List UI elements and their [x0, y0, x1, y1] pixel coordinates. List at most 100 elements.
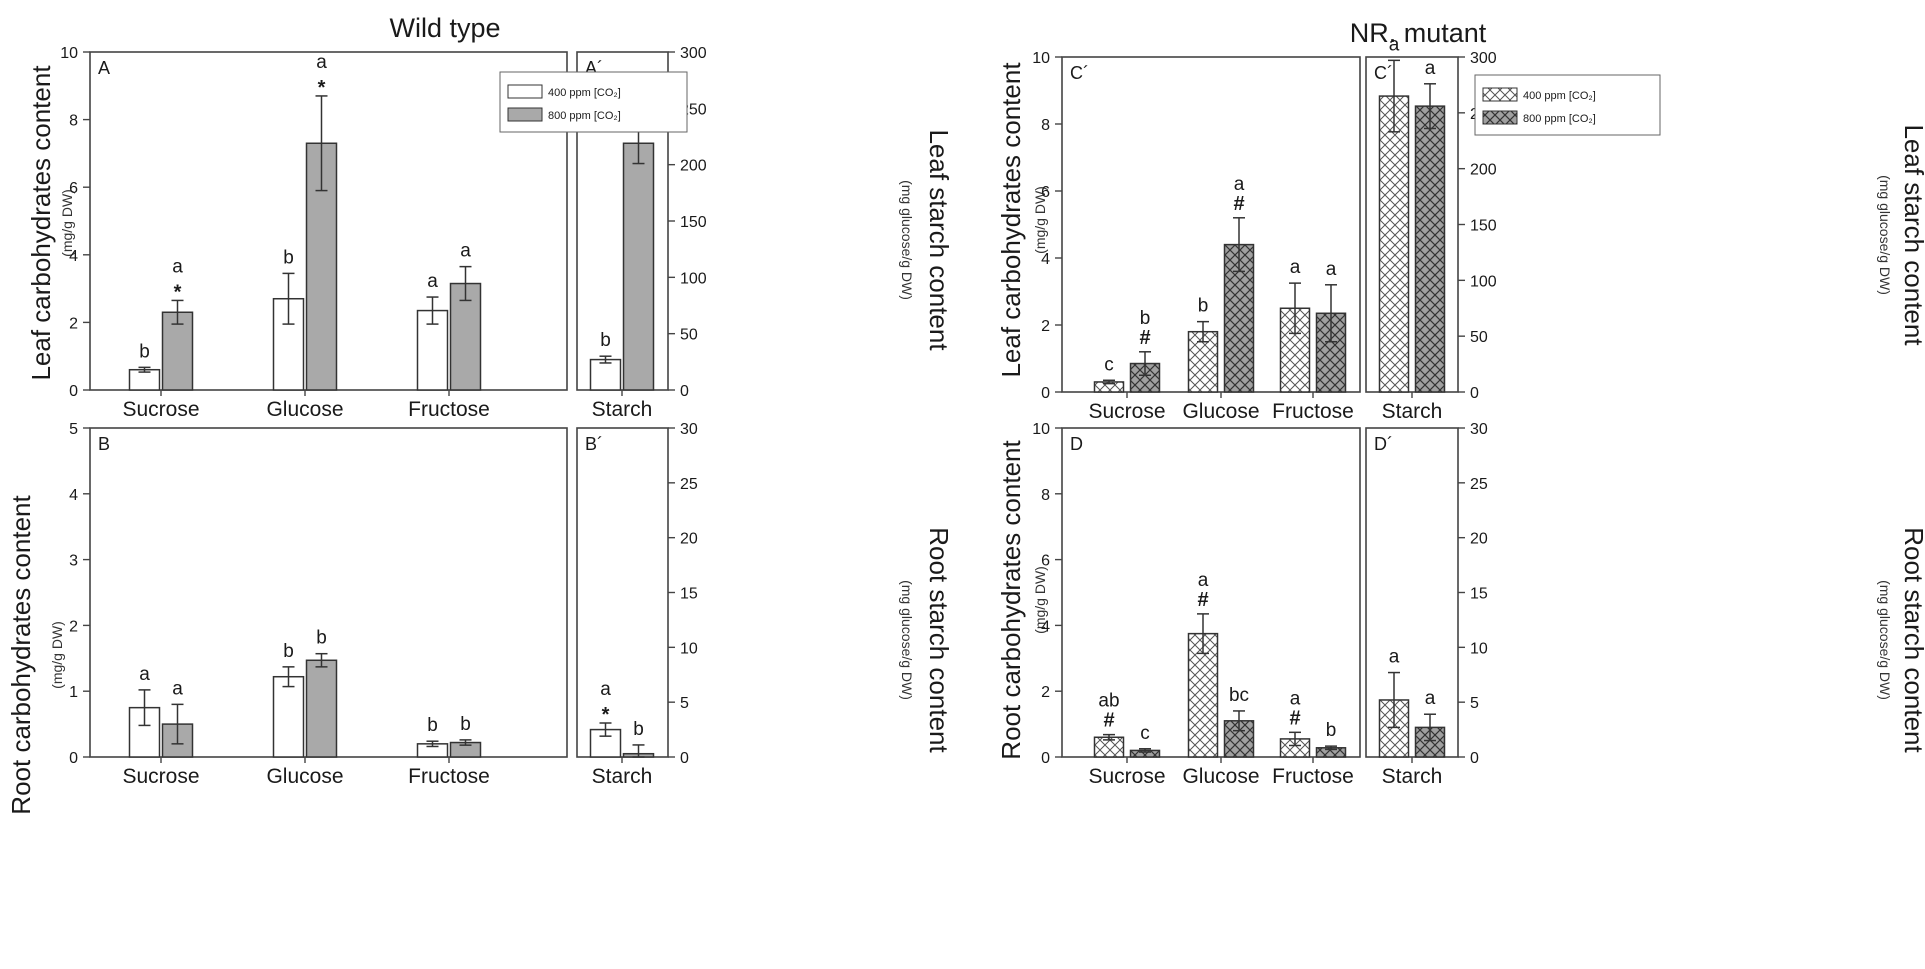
significance-marker: # — [1103, 710, 1114, 732]
y-tick-label: 6 — [69, 180, 78, 197]
y-tick-label: 2 — [1041, 318, 1050, 335]
category-label: Glucose — [266, 765, 343, 788]
bar — [1378, 95, 1410, 393]
significance-letter: b — [283, 247, 294, 268]
panel-letter: A — [98, 58, 110, 78]
significance-letter: c — [1104, 354, 1114, 375]
bar — [1414, 105, 1446, 393]
significance-letter: a — [427, 271, 438, 292]
significance-letter: b — [1198, 296, 1209, 317]
ylabel-leaf-carb-wt: Leaf carbohydrates content — [26, 65, 56, 381]
significance-letter: b — [633, 719, 644, 740]
legend-nr-mutant: 400 ppm [CO₂] 800 ppm [CO₂] — [1474, 74, 1661, 136]
yunit-root-starch-wt: (mg glucose/g DW) — [899, 580, 915, 700]
significance-marker: # — [1139, 327, 1150, 349]
category-label: Glucose — [1182, 400, 1259, 423]
legend-swatch-elevated — [507, 107, 543, 122]
significance-letter: a — [1389, 34, 1400, 55]
y-tick-label: 300 — [680, 45, 707, 62]
category-label: Fructose — [1272, 765, 1354, 788]
y-tick-label: 8 — [1041, 117, 1050, 134]
y-tick-label: 300 — [1470, 50, 1497, 67]
legend-swatch-ambient — [507, 84, 543, 99]
category-label: Sucrose — [1088, 765, 1165, 788]
panel-letter: C´ — [1070, 63, 1089, 83]
ylabel-leaf-carb-nr: Leaf carbohydrates content — [996, 62, 1026, 378]
category-label: Sucrose — [122, 398, 199, 421]
panel-letter: D — [1070, 434, 1083, 454]
panel-8-D´: 0 5 10 15 20 25 30 D´ Starch a a — [1365, 421, 1488, 788]
significance-letter: a — [460, 241, 471, 262]
significance-letter: b — [460, 714, 471, 735]
bar — [1187, 632, 1219, 758]
title-wild-type: Wild type — [389, 13, 500, 43]
legend-label-ambient: 400 ppm [CO₂] — [548, 87, 621, 99]
y-tick-label: 0 — [1470, 385, 1479, 402]
significance-letter: a — [172, 256, 183, 277]
panel-4-B´: 0 5 10 15 20 25 30 B´ Starch * a b — [576, 421, 698, 788]
category-label: Glucose — [266, 398, 343, 421]
significance-letter: b — [283, 641, 294, 662]
y-tick-label: 25 — [680, 476, 698, 493]
y-tick-label: 25 — [1470, 476, 1488, 493]
y-tick-label: 5 — [69, 421, 78, 438]
y-tick-label: 3 — [69, 553, 78, 570]
yunit-root-carb-wt: (mg/g DW) — [49, 621, 65, 689]
y-tick-label: 4 — [69, 487, 78, 504]
category-label: Fructose — [1272, 400, 1354, 423]
legend-swatch-ambient-hatched — [1482, 87, 1518, 102]
category-label: Starch — [1382, 400, 1443, 423]
y-tick-label: 1 — [69, 684, 78, 701]
significance-letter: a — [1326, 259, 1337, 280]
significance-letter: b — [600, 330, 611, 351]
y-tick-label: 15 — [680, 586, 698, 603]
y-tick-label: 50 — [680, 327, 698, 344]
significance-letter: b — [1326, 720, 1337, 741]
y-tick-label: 10 — [680, 640, 698, 657]
y-tick-label: 20 — [680, 531, 698, 548]
significance-marker: # — [1197, 589, 1208, 611]
y-tick-label: 15 — [1470, 586, 1488, 603]
panel-7-D: 0246810DSucrose#abcGlucose#abcFructose#a… — [1032, 421, 1361, 788]
significance-letter: b — [316, 628, 327, 649]
ylabel-leaf-starch-nr: Leaf starch content — [1899, 124, 1925, 346]
title-nr-mutant: NR. mutant — [1350, 18, 1487, 48]
category-label: Sucrose — [122, 765, 199, 788]
y-tick-label: 100 — [680, 270, 707, 287]
y-tick-label: 5 — [680, 695, 689, 712]
legend-swatch-elevated-hatched — [1482, 110, 1518, 125]
category-label: Glucose — [1182, 765, 1259, 788]
significance-letter: a — [1198, 570, 1209, 591]
significance-marker: # — [1289, 707, 1300, 729]
legend-label-elevated-nr: 800 ppm [CO₂] — [1523, 113, 1596, 125]
y-tick-label: 10 — [1032, 421, 1050, 438]
category-label: Sucrose — [1088, 400, 1165, 423]
y-tick-label: 2 — [1041, 684, 1050, 701]
y-tick-label: 30 — [680, 421, 698, 438]
y-tick-label: 2 — [69, 315, 78, 332]
category-label: Starch — [592, 398, 653, 421]
legend-label-ambient-nr: 400 ppm [CO₂] — [1523, 90, 1596, 102]
legend-wild-type: 400 ppm [CO₂] 800 ppm [CO₂] — [499, 71, 688, 133]
y-tick-label: 0 — [680, 383, 689, 400]
significance-letter: a — [139, 664, 150, 685]
significance-letter: b — [1140, 308, 1151, 329]
significance-letter: a — [1234, 174, 1245, 195]
ylabel-leaf-starch-wt: Leaf starch content — [924, 129, 954, 351]
panel-letter: C´ — [1374, 63, 1393, 83]
y-tick-label: 150 — [1470, 218, 1497, 235]
y-tick-label: 0 — [680, 750, 689, 767]
bar — [449, 282, 482, 391]
ylabel-root-starch-nr: Root starch content — [1899, 527, 1925, 753]
category-label: Fructose — [408, 765, 490, 788]
y-tick-label: 6 — [1041, 184, 1050, 201]
bar — [272, 675, 305, 758]
panel-letter: B — [98, 434, 110, 454]
significance-letter: a — [1425, 688, 1436, 709]
yunit-leaf-starch-wt: (mg glucose/g DW) — [899, 180, 915, 300]
significance-letter: b — [427, 715, 438, 736]
yunit-root-carb-nr: (mg/g DW) — [1032, 566, 1048, 634]
significance-marker: * — [174, 281, 182, 303]
